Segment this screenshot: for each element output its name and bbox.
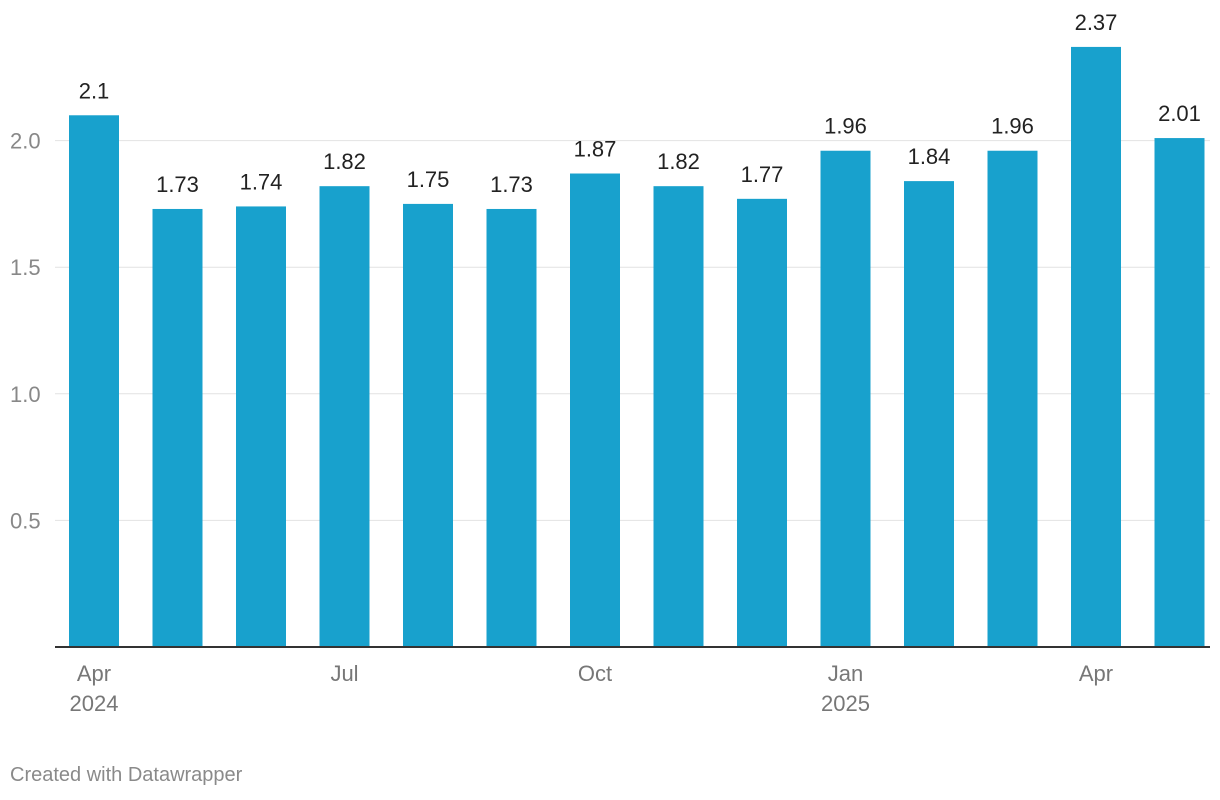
data-label: 1.87 bbox=[574, 137, 617, 162]
bar bbox=[820, 150, 871, 647]
bars bbox=[69, 46, 1205, 648]
bar bbox=[319, 186, 370, 647]
y-tick-label: 1.5 bbox=[10, 255, 41, 280]
y-tick-label: 0.5 bbox=[10, 508, 41, 533]
bar bbox=[236, 206, 286, 647]
bar bbox=[1071, 46, 1121, 647]
data-label: 2.01 bbox=[1158, 101, 1201, 126]
data-label: 1.96 bbox=[991, 114, 1034, 139]
data-label: 1.84 bbox=[908, 144, 951, 169]
x-tick-label: Jan bbox=[828, 661, 863, 686]
bar bbox=[1154, 138, 1205, 647]
data-label: 1.75 bbox=[407, 167, 450, 192]
data-label: 1.74 bbox=[240, 169, 283, 194]
bar bbox=[69, 115, 119, 647]
y-tick-label: 1.0 bbox=[10, 382, 41, 407]
y-tick-label: 2.0 bbox=[10, 129, 41, 154]
footer-credit: Created with Datawrapper bbox=[10, 764, 243, 786]
data-labels: 2.1 1.73 1.74 1.82 1.75 1.73 1.87 1.82 1.77 1.96 1… bbox=[79, 10, 1201, 197]
x-tick-label: Apr bbox=[77, 661, 111, 686]
data-label: 1.77 bbox=[741, 162, 784, 187]
x-tick-label: Jul bbox=[330, 661, 358, 686]
bar bbox=[570, 173, 620, 648]
data-label: 1.73 bbox=[490, 172, 533, 197]
x-tick-year-label: 2024 bbox=[70, 691, 119, 716]
bar bbox=[653, 186, 704, 647]
data-label: 1.73 bbox=[156, 172, 199, 197]
bar bbox=[904, 181, 954, 647]
bar bbox=[486, 208, 537, 648]
data-label: 1.82 bbox=[323, 149, 366, 174]
x-tick-label: Apr bbox=[1079, 661, 1113, 686]
bar bbox=[152, 208, 203, 648]
data-label: 2.1 bbox=[79, 78, 110, 103]
x-tick-year-label: 2025 bbox=[821, 691, 870, 716]
x-axis: Apr 2024 Jul Oct Jan 2025 Apr bbox=[55, 646, 1210, 716]
data-label: 1.82 bbox=[657, 149, 700, 174]
y-axis: 0.5 1.0 1.5 2.0 bbox=[10, 129, 41, 534]
bar bbox=[403, 203, 453, 647]
data-label: 2.37 bbox=[1075, 10, 1118, 35]
bar bbox=[987, 150, 1038, 647]
bar bbox=[737, 198, 787, 647]
data-label: 1.96 bbox=[824, 114, 867, 139]
x-tick-label: Oct bbox=[578, 661, 612, 686]
